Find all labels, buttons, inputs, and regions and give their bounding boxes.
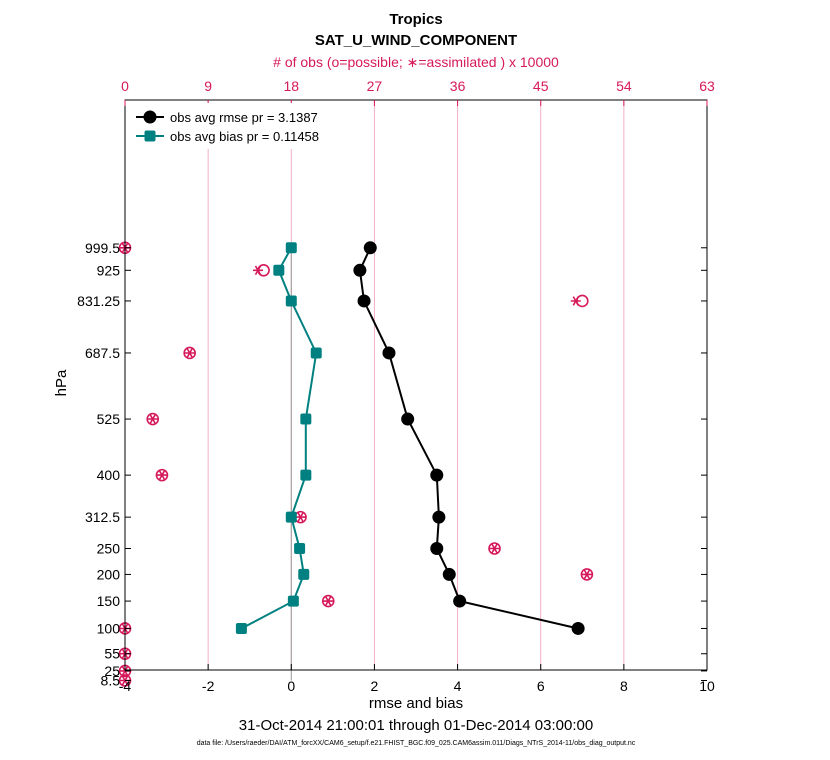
obs-assimilated-marker <box>147 414 158 424</box>
rmse-point <box>430 468 444 482</box>
x-tick-label: -4 <box>119 678 132 694</box>
bias-point <box>310 347 322 359</box>
plot-frame <box>124 99 708 671</box>
y-tick-label: 150 <box>97 593 121 609</box>
chart-title: Tropics <box>389 11 442 28</box>
legend-box <box>128 103 348 149</box>
obs-assimilated-marker <box>323 596 334 606</box>
obs-possible-marker <box>488 542 501 555</box>
y-axis-label: hPa <box>53 369 70 396</box>
bias-point <box>235 622 247 634</box>
obs-possible-marker <box>146 412 160 426</box>
rmse-point <box>401 412 415 426</box>
obs-possible-marker <box>580 568 594 581</box>
top-axis-label: # of obs (o=possible; ∗=assimilated ) x … <box>273 54 559 70</box>
bias-point <box>298 568 310 580</box>
rmse-point <box>382 346 396 360</box>
y-tick-label: 25 <box>104 663 120 679</box>
y-tick-label: 400 <box>97 467 121 483</box>
top-tick-label: 0 <box>121 78 129 94</box>
x-tick-label: -2 <box>202 678 215 694</box>
rmse-point <box>453 594 467 608</box>
rmse-point <box>357 294 371 308</box>
y-tick-label: 55 <box>104 646 120 662</box>
y-tick-label: 8.5 <box>101 672 121 688</box>
y-tick-label: 100 <box>97 620 121 636</box>
date-range: 31-Oct-2014 21:00:01 through 01-Dec-2014… <box>239 717 593 734</box>
obs-possible-marker <box>155 468 169 482</box>
x-axis-label: rmse and bias <box>369 695 463 712</box>
obs-assimilated-marker <box>295 512 306 522</box>
chart-subtitle: SAT_U_WIND_COMPONENT <box>315 32 517 49</box>
plot-area <box>125 100 707 670</box>
obs-possible-marker <box>183 346 196 360</box>
x-tick-label: 10 <box>699 678 715 694</box>
rmse-point <box>430 542 444 556</box>
obs-assimilated-marker <box>157 470 167 480</box>
bias-point <box>285 242 297 254</box>
obs-assimilated-marker <box>253 265 263 276</box>
legend-rmse-marker <box>143 110 157 124</box>
y-tick-label: 250 <box>97 541 121 557</box>
top-tick-label: 9 <box>204 78 212 94</box>
top-tick-label: 45 <box>533 78 549 94</box>
bias-point <box>285 295 297 307</box>
legend-bias-marker <box>144 130 156 142</box>
top-tick-label: 36 <box>450 78 466 94</box>
top-tick-label: 27 <box>367 78 383 94</box>
obs-assimilated-marker <box>570 296 581 306</box>
y-tick-label: 687.5 <box>85 345 120 361</box>
obs-assimilated-marker <box>489 543 500 554</box>
bias-point <box>294 543 306 555</box>
y-tick-label: 925 <box>97 262 121 278</box>
bias-point <box>300 413 312 425</box>
rmse-point <box>442 567 456 581</box>
legend: obs avg rmse pr = 3.1387 obs avg bias pr… <box>128 103 348 149</box>
top-tick-label: 18 <box>283 78 299 94</box>
rmse-point <box>353 263 367 277</box>
bias-point <box>285 511 297 523</box>
x-tick-label: 4 <box>454 678 462 694</box>
top-tick-label: 54 <box>616 78 632 94</box>
rmse-point <box>432 510 446 524</box>
x-tick-label: 2 <box>371 678 379 694</box>
footnote: data file: /Users/raeder/DAI/ATM_forcXX/… <box>197 740 636 747</box>
rmse-point <box>571 621 585 635</box>
x-tick-label: 6 <box>537 678 545 694</box>
x-tick-label: 0 <box>287 678 295 694</box>
legend-bias-label: obs avg bias pr = 0.11458 <box>170 129 319 144</box>
y-tick-label: 831.25 <box>77 293 120 309</box>
x-tick-label: 8 <box>620 678 628 694</box>
bias-point <box>300 469 312 481</box>
rmse-point <box>363 241 377 255</box>
obs-assimilated-marker <box>581 569 592 580</box>
y-tick-label: 312.5 <box>85 509 120 525</box>
obs-possible-marker <box>321 594 335 608</box>
y-tick-label: 999.5 <box>85 240 120 256</box>
y-tick-label: 525 <box>97 411 121 427</box>
top-tick-label: 63 <box>699 78 715 94</box>
obs-assimilated-marker <box>184 348 195 358</box>
bias-point <box>273 264 285 276</box>
legend-rmse-label: obs avg rmse pr = 3.1387 <box>170 110 318 125</box>
bias-point <box>287 595 299 607</box>
y-tick-label: 200 <box>97 566 121 582</box>
